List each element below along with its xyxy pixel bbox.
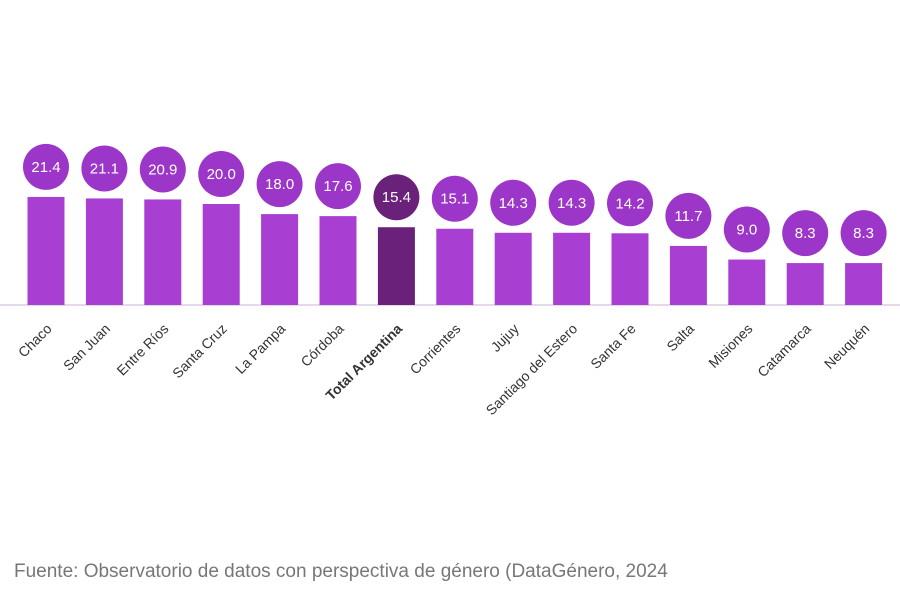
bar (85, 198, 123, 305)
value-label: 8.3 (853, 225, 874, 242)
value-label: 9.0 (736, 222, 757, 239)
value-label: 20.9 (148, 161, 177, 178)
value-bubble (139, 146, 186, 193)
value-bubble (373, 174, 420, 221)
value-bubble (256, 161, 303, 208)
bar (202, 204, 240, 305)
bar (27, 196, 65, 305)
value-label: 8.3 (795, 225, 816, 242)
value-label: 14.3 (499, 195, 528, 212)
value-bubble (23, 143, 69, 190)
bar (494, 232, 532, 305)
value-bubble (431, 175, 478, 222)
value-label: 20.0 (207, 166, 236, 183)
value-bubble (81, 145, 128, 192)
bar (786, 263, 824, 305)
value-bubble (198, 151, 245, 197)
value-bubble (723, 206, 770, 253)
value-label: 17.6 (323, 178, 352, 195)
value-bubble (548, 179, 595, 226)
value-bubble (315, 163, 361, 210)
value-bubble (490, 179, 537, 226)
value-label: 18.0 (265, 176, 294, 193)
bar (319, 216, 357, 305)
bar (845, 263, 883, 305)
bar (436, 228, 474, 305)
source-note: Fuente: Observatorio de datos con perspe… (14, 561, 668, 582)
value-label: 15.4 (382, 189, 411, 206)
bar (669, 245, 707, 305)
bar (611, 233, 649, 305)
value-label: 14.3 (557, 195, 586, 212)
bar (553, 232, 591, 305)
value-label: 21.1 (90, 160, 119, 177)
value-label: 15.1 (440, 191, 469, 208)
value-label: 11.7 (674, 208, 702, 225)
bar (377, 227, 415, 305)
value-bubble (782, 210, 829, 257)
bar (261, 214, 299, 305)
bar (144, 199, 182, 305)
value-bubble (607, 180, 653, 227)
value-bubble (840, 210, 887, 257)
bar (728, 259, 766, 305)
value-bubble (665, 192, 712, 239)
value-label: 14.2 (615, 195, 644, 212)
value-label: 21.4 (31, 159, 60, 176)
